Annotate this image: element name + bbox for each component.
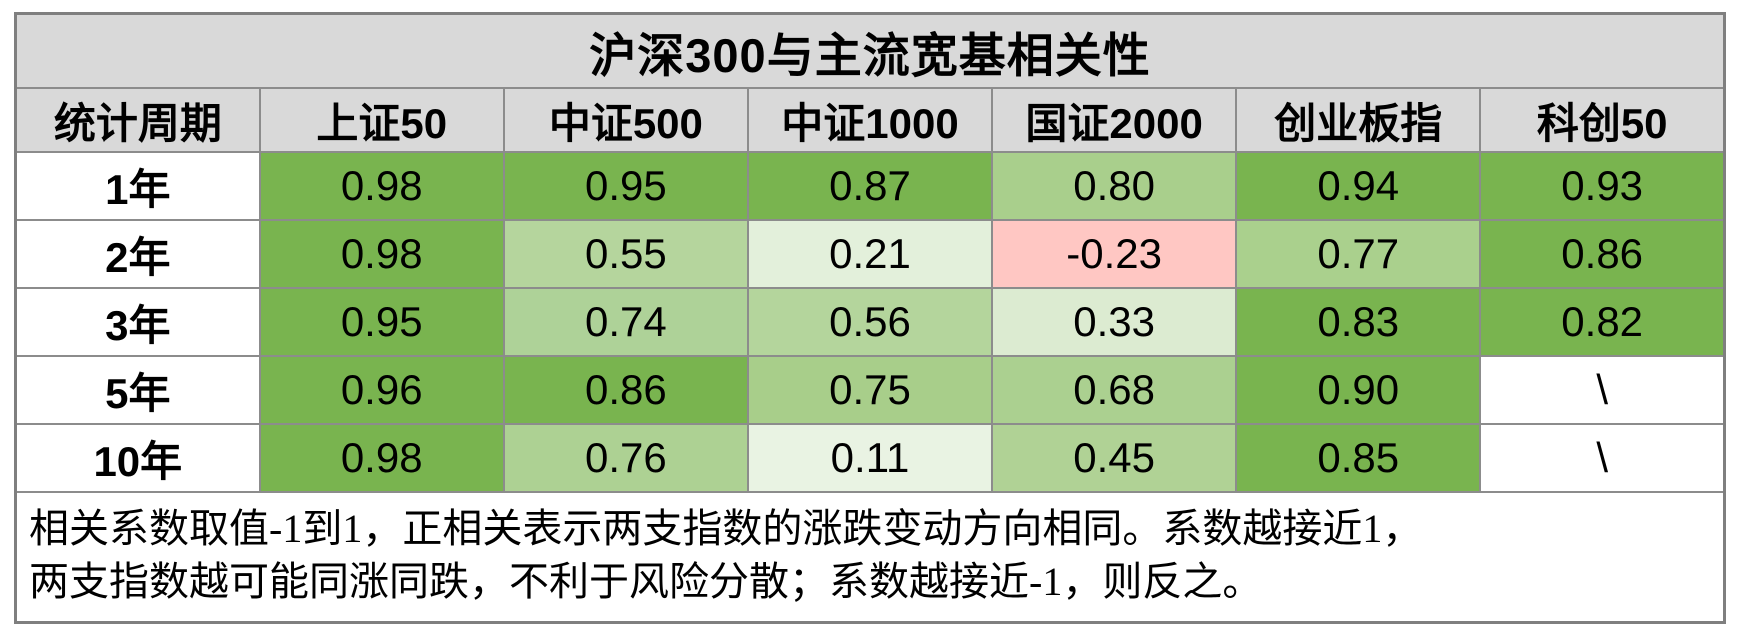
- correlation-cell: 0.80: [991, 151, 1238, 221]
- correlation-cell: 0.85: [1235, 423, 1482, 493]
- column-header-3: 国证2000: [991, 87, 1238, 153]
- correlation-cell: 0.77: [1235, 219, 1482, 289]
- column-header-4: 创业板指: [1235, 87, 1482, 153]
- column-header-row: 统计周期 上证50 中证500 中证1000 国证2000 创业板指 科创50: [14, 87, 1726, 153]
- correlation-cell: 0.55: [502, 219, 749, 289]
- correlation-cell: 0.98: [258, 423, 505, 493]
- correlation-cell: 0.83: [1235, 287, 1482, 357]
- correlation-cell: 0.90: [1235, 355, 1482, 425]
- period-cell: 2年: [14, 219, 261, 289]
- correlation-cell: 0.68: [991, 355, 1238, 425]
- correlation-cell: -0.23: [991, 219, 1238, 289]
- period-cell: 1年: [14, 151, 261, 221]
- row-header-label: 统计周期: [14, 87, 261, 153]
- correlation-cell: 0.95: [502, 151, 749, 221]
- column-header-0: 上证50: [258, 87, 505, 153]
- footnote-line-1: 相关系数取值-1到1，正相关表示两支指数的涨跌变动方向相同。系数越接近1，: [29, 506, 1423, 551]
- data-row-10年: 10年 0.98 0.76 0.11 0.45 0.85 \: [14, 423, 1726, 493]
- correlation-cell: 0.45: [991, 423, 1238, 493]
- period-cell: 10年: [14, 423, 261, 493]
- footnote-cell: 相关系数取值-1到1，正相关表示两支指数的涨跌变动方向相同。系数越接近1， 两支…: [14, 491, 1726, 624]
- correlation-cell: 0.98: [258, 219, 505, 289]
- column-header-2: 中证1000: [746, 87, 994, 153]
- period-cell: 5年: [14, 355, 261, 425]
- table-title: 沪深300与主流宽基相关性: [14, 12, 1726, 89]
- correlation-table: 沪深300与主流宽基相关性 统计周期 上证50 中证500 中证1000 国证2000 创…: [14, 12, 1726, 624]
- correlation-cell: 0.11: [746, 423, 994, 493]
- table-title-row: 沪深300与主流宽基相关性: [14, 12, 1726, 89]
- correlation-cell: 0.76: [502, 423, 749, 493]
- correlation-cell: 0.93: [1479, 151, 1726, 221]
- correlation-cell: \: [1479, 423, 1726, 493]
- column-header-1: 中证500: [502, 87, 749, 153]
- correlation-cell: 0.98: [258, 151, 505, 221]
- period-cell: 3年: [14, 287, 261, 357]
- correlation-cell: 0.75: [746, 355, 994, 425]
- column-header-5: 科创50: [1479, 87, 1726, 153]
- correlation-cell: 0.82: [1479, 287, 1726, 357]
- correlation-cell: 0.74: [502, 287, 749, 357]
- correlation-cell: 0.33: [991, 287, 1238, 357]
- correlation-cell: 0.86: [1479, 219, 1726, 289]
- data-row-1年: 1年 0.98 0.95 0.87 0.80 0.94 0.93: [14, 151, 1726, 221]
- correlation-cell: 0.87: [746, 151, 994, 221]
- correlation-cell: 0.95: [258, 287, 505, 357]
- data-row-5年: 5年 0.96 0.86 0.75 0.68 0.90 \: [14, 355, 1726, 425]
- footnote-line-2: 两支指数越可能同涨同跌，不利于风险分散；系数越接近-1，则反之。: [29, 559, 1263, 604]
- correlation-cell: 0.21: [746, 219, 994, 289]
- data-row-3年: 3年 0.95 0.74 0.56 0.33 0.83 0.82: [14, 287, 1726, 357]
- correlation-cell: \: [1479, 355, 1726, 425]
- correlation-cell: 0.94: [1235, 151, 1482, 221]
- correlation-cell: 0.56: [746, 287, 994, 357]
- data-row-2年: 2年 0.98 0.55 0.21 -0.23 0.77 0.86: [14, 219, 1726, 289]
- correlation-cell: 0.96: [258, 355, 505, 425]
- correlation-cell: 0.86: [502, 355, 749, 425]
- footnote-row: 相关系数取值-1到1，正相关表示两支指数的涨跌变动方向相同。系数越接近1， 两支…: [14, 491, 1726, 624]
